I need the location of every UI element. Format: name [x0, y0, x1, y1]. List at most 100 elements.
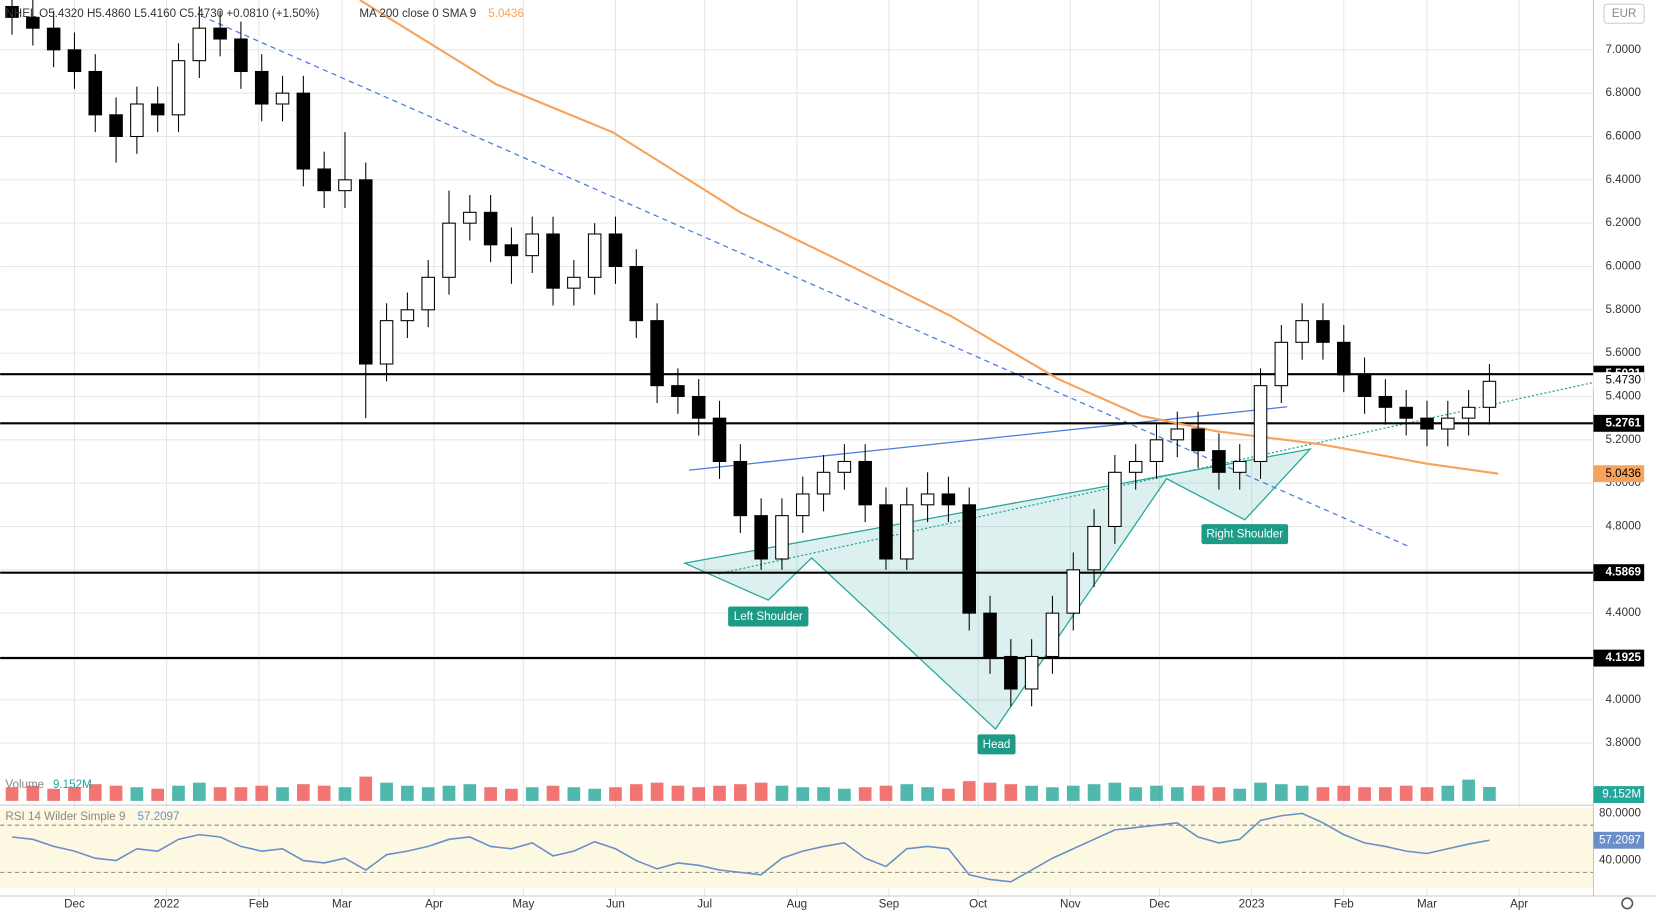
volume-bar	[879, 785, 893, 801]
candle-body	[1461, 406, 1476, 419]
volume-bar	[1004, 784, 1018, 801]
candle-body	[109, 114, 123, 138]
last-price-box	[1593, 372, 1645, 390]
volume-bar	[962, 781, 976, 801]
ma-legend-value: 5.0436	[488, 7, 524, 20]
volume-bar	[1212, 787, 1226, 801]
candle-body	[983, 612, 997, 658]
candle-body	[1274, 341, 1289, 387]
x-tick-label: Dec	[64, 897, 85, 910]
volume-bar	[1170, 787, 1184, 801]
volume-bar	[359, 776, 373, 801]
candle-body	[275, 92, 290, 105]
volume-bar	[1191, 785, 1205, 801]
level-label-box	[1593, 564, 1645, 582]
annotation: Right Shoulder	[1206, 528, 1283, 541]
x-tick-label: Aug	[786, 897, 807, 910]
y-tick-label: 4.0000	[1605, 693, 1641, 706]
y-tick-label: 5.8000	[1605, 303, 1641, 316]
candle-body	[192, 27, 207, 62]
volume-bar	[1066, 785, 1080, 801]
candle-body	[629, 265, 644, 322]
candle-body	[691, 395, 706, 419]
currency-button[interactable]	[1603, 3, 1645, 24]
volume-bar	[1150, 785, 1163, 801]
ma-price-box	[1593, 465, 1645, 483]
volume-bar	[1275, 784, 1288, 801]
volume-bar	[525, 787, 539, 801]
x-tick-label: Jun	[606, 897, 625, 910]
volume-bar	[817, 787, 830, 801]
candle-body	[1024, 655, 1039, 690]
x-tick-label: Apr	[425, 897, 443, 910]
candle-body	[463, 211, 477, 224]
volume-bar	[858, 787, 872, 801]
volume-bar	[1462, 779, 1475, 801]
volume-bar	[484, 787, 497, 801]
y-tick-label: 4.4000	[1605, 606, 1641, 619]
support-line	[718, 381, 1594, 575]
candle-body	[1170, 428, 1185, 441]
y-tick-label: 6.4000	[1605, 173, 1641, 186]
candle-body	[1482, 380, 1497, 408]
volume-bar	[47, 788, 60, 801]
candle-body	[1441, 417, 1455, 430]
y-tick-label: 5.4000	[1605, 390, 1641, 403]
annotation: Head	[983, 738, 1011, 751]
ma-legend: MA 200 close 0 SMA 9	[359, 7, 476, 20]
candle-body	[317, 168, 331, 192]
price-axis	[1593, 0, 1657, 915]
volume-bar	[1337, 785, 1351, 801]
candle-body	[5, 5, 19, 18]
volume-bar	[338, 787, 352, 801]
volume-bar	[1399, 785, 1413, 801]
candle-body	[1045, 612, 1060, 658]
candle-body	[442, 222, 456, 278]
volume-bar	[192, 782, 206, 801]
level-label-box	[1593, 414, 1645, 432]
moving-average	[359, 0, 1499, 475]
candle-body	[712, 417, 727, 463]
volume-bar	[838, 788, 851, 801]
volume-label: 9.152M	[1602, 788, 1641, 801]
candle-body	[46, 27, 61, 51]
volume-bar	[796, 787, 810, 801]
volume-bar	[609, 787, 622, 801]
x-tick-label: Feb	[1334, 897, 1354, 910]
plot	[0, 0, 1594, 883]
candle-body	[962, 504, 976, 614]
candle-body	[1149, 439, 1164, 463]
candle-body	[671, 385, 685, 398]
settings-icon[interactable]	[1621, 897, 1634, 910]
volume-bar	[213, 787, 227, 801]
volume-bar	[733, 784, 747, 801]
volume-bar	[276, 787, 289, 801]
candle-body	[650, 320, 664, 387]
rsi-legend-value: 57.2097	[137, 810, 179, 823]
volume-bar	[1483, 786, 1496, 801]
candle-body	[587, 233, 602, 278]
candle-body	[1066, 569, 1081, 614]
candle-body	[1253, 385, 1268, 463]
candle-body	[296, 92, 311, 170]
volume-bar	[650, 782, 664, 801]
volume-bar	[775, 785, 789, 801]
volume-bar	[942, 788, 955, 801]
volume-bar	[1441, 785, 1455, 801]
candle-body	[254, 70, 269, 105]
candle-body	[26, 16, 40, 29]
chart-title: NHEL O5.4320 H5.4860 L5.4160 C5.4730 +0.…	[5, 7, 319, 20]
candle-body	[733, 460, 748, 517]
x-tick-label: Feb	[249, 897, 269, 910]
volume-bar	[1420, 787, 1434, 801]
currency[interactable]: EUR	[1612, 7, 1637, 20]
candle-body	[1420, 417, 1434, 430]
candle-body	[504, 244, 519, 257]
volume-label-box	[1593, 786, 1645, 804]
rsi-tick-label: 40.0000	[1599, 854, 1641, 867]
volume-bar	[401, 785, 414, 801]
candle-body	[1191, 428, 1205, 452]
candle-body	[1087, 525, 1101, 571]
candle-body	[67, 49, 82, 73]
annotation-box	[728, 606, 809, 627]
